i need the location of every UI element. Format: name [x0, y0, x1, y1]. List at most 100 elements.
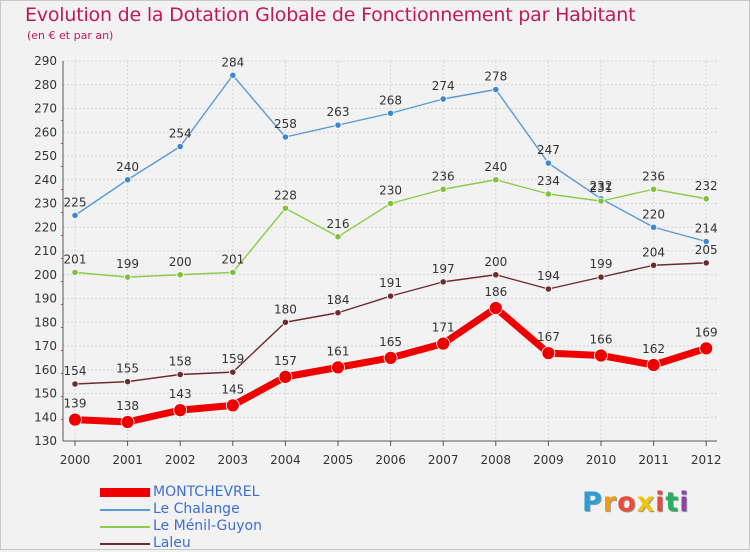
data-point-le-chalange: [649, 223, 658, 231]
data-point-montchevrel: [331, 360, 345, 375]
data-point-montchevrel: [541, 346, 556, 361]
data-point-montchevrel: [225, 398, 240, 413]
logo-letter: i: [655, 487, 666, 518]
data-point-le-menil-guyon: [597, 197, 605, 205]
x-tick-label: 2000: [60, 453, 91, 467]
data-point-laleu: [649, 261, 658, 269]
data-point-montchevrel: [488, 301, 503, 315]
data-point-laleu: [702, 259, 710, 267]
logo-letter: o: [617, 487, 637, 518]
data-point-montchevrel: [68, 412, 82, 427]
logo-letter: r: [602, 487, 618, 518]
data-point-le-menil-guyon: [71, 268, 79, 276]
y-tick-label: 220: [34, 220, 57, 234]
axes: 130 140 150 160 170 180 190 200 210 220 230 240 250 2…: [34, 54, 721, 467]
data-label-laleu: 154: [64, 364, 87, 378]
data-label-le-menil-guyon: 228: [274, 188, 297, 202]
data-point-le-menil-guyon: [124, 273, 132, 281]
data-label-montchevrel: 162: [642, 342, 665, 356]
data-label-le-menil-guyon: 230: [379, 184, 402, 198]
y-tick-label: 200: [34, 268, 57, 282]
data-point-montchevrel: [278, 369, 293, 384]
data-label-le-chalange: 284: [221, 55, 244, 69]
y-tick-label: 180: [34, 315, 57, 329]
data-point-laleu: [229, 368, 237, 376]
data-label-le-menil-guyon: 234: [537, 174, 560, 188]
y-tick-label: 250: [34, 149, 57, 163]
data-point-laleu: [492, 271, 500, 279]
data-label-le-chalange: 240: [116, 160, 139, 174]
x-tick-label: 2002: [165, 453, 196, 467]
data-label-le-chalange: 274: [432, 79, 455, 93]
data-point-le-chalange: [386, 109, 395, 117]
y-tick-label: 150: [34, 387, 57, 401]
data-point-laleu: [386, 292, 395, 300]
legend-label-le-menil-guyon: Le Ménil-Guyon: [153, 518, 262, 534]
x-tick-label: 2011: [638, 453, 669, 467]
x-tick-label: 2010: [586, 453, 617, 467]
x-tick-label: 2004: [270, 453, 301, 467]
chart-title: Evolution de la Dotation Globale de Fonc…: [25, 4, 636, 26]
data-point-montchevrel: [594, 348, 608, 363]
data-point-montchevrel: [646, 358, 661, 372]
data-labels: 225 240 254 284 258 263 268 274 278 247 232 220 214 2…: [64, 55, 718, 413]
legend-item-laleu: Laleu: [100, 535, 320, 552]
data-label-le-menil-guyon: 200: [169, 255, 192, 269]
data-point-le-menil-guyon: [439, 185, 447, 193]
legend-swatch-laleu: [100, 543, 150, 545]
data-point-le-menil-guyon: [386, 199, 395, 208]
data-label-laleu: 200: [484, 255, 507, 269]
grid: [63, 60, 717, 442]
data-point-le-chalange: [544, 159, 553, 167]
legend-label-le-chalange: Le Chalange: [153, 501, 240, 517]
legend-swatch-montchevrel: [100, 488, 150, 497]
data-label-montchevrel: 143: [169, 387, 192, 401]
y-tick-label: 140: [34, 410, 57, 424]
data-point-le-chalange: [229, 71, 237, 79]
data-label-le-menil-guyon: 236: [642, 169, 665, 183]
x-tick-label: 2006: [375, 453, 406, 467]
data-point-laleu: [439, 278, 447, 286]
data-label-le-menil-guyon: 231: [590, 181, 613, 195]
x-tick-label: 2009: [533, 453, 564, 467]
data-point-le-menil-guyon: [702, 195, 710, 203]
x-tick-label: 2003: [218, 453, 249, 467]
legend-label-laleu: Laleu: [153, 535, 191, 551]
legend-item-le-menil-guyon: Le Ménil-Guyon: [100, 518, 320, 535]
data-label-montchevrel: 186: [484, 285, 507, 299]
data-label-laleu: 159: [221, 352, 244, 366]
y-tick-label: 210: [34, 244, 57, 258]
data-label-montchevrel: 139: [64, 397, 87, 411]
data-point-le-menil-guyon: [492, 176, 500, 184]
data-point-le-chalange: [702, 237, 710, 246]
legend-swatch-le-menil-guyon: [100, 526, 150, 528]
data-label-montchevrel: 165: [379, 335, 402, 349]
data-point-laleu: [281, 318, 289, 326]
data-point-le-menil-guyon: [649, 185, 658, 193]
data-point-laleu: [176, 370, 184, 379]
data-label-le-chalange: 225: [64, 195, 87, 209]
data-label-montchevrel: 161: [327, 344, 350, 358]
y-tick-label: 230: [34, 197, 57, 211]
data-label-le-chalange: 220: [642, 207, 665, 221]
data-label-le-chalange: 214: [695, 222, 718, 236]
data-label-le-menil-guyon: 216: [327, 217, 350, 231]
chart-subtitle: (en € et par an): [27, 29, 114, 42]
data-label-le-chalange: 258: [274, 117, 297, 131]
data-label-le-menil-guyon: 240: [484, 160, 507, 174]
data-label-le-chalange: 268: [379, 93, 402, 107]
data-label-laleu: 155: [116, 362, 139, 376]
data-point-laleu: [71, 380, 79, 388]
data-label-laleu: 191: [379, 276, 402, 290]
data-point-laleu: [597, 273, 605, 281]
data-label-le-menil-guyon: 201: [221, 252, 244, 266]
data-point-le-chalange: [492, 85, 500, 94]
y-tick-label: 270: [34, 102, 57, 116]
data-point-le-chalange: [124, 176, 132, 184]
data-point-laleu: [124, 378, 132, 386]
y-tick-label: 170: [34, 339, 57, 353]
legend-item-montchevrel: MONTCHEVREL: [100, 484, 320, 501]
data-point-laleu: [334, 309, 342, 317]
data-point-le-menil-guyon: [229, 268, 237, 276]
